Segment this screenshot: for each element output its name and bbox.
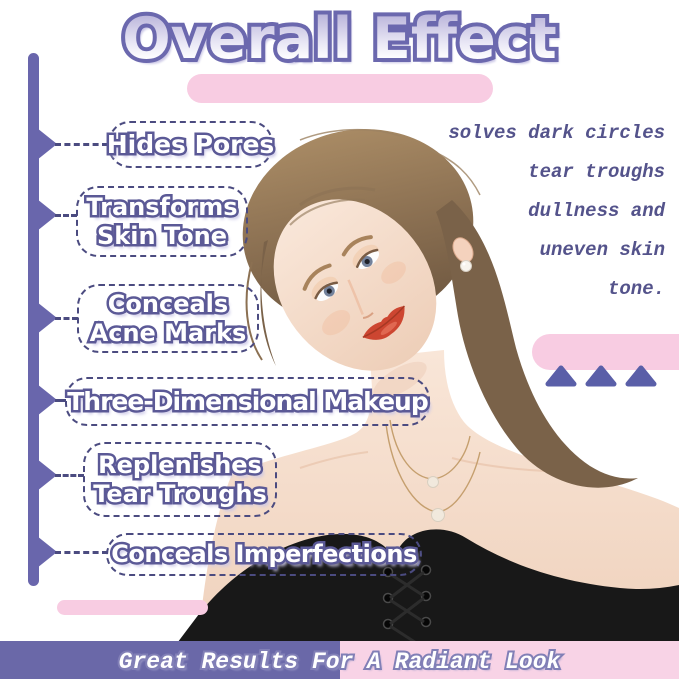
benefits-line: dullness and [528, 200, 665, 222]
footer-pink-panel [339, 641, 679, 679]
benefits-line: uneven skin [539, 239, 665, 261]
feature-label-replenishes-tear-troughs: Replenishes Replenishes Tear Troughs Tear … [83, 442, 277, 517]
eyebrow [341, 235, 373, 257]
benefits-line: tone. [607, 278, 665, 300]
benefits-line: solves dark circles [448, 122, 665, 144]
hair-flyaway [299, 128, 481, 196]
nose [347, 279, 364, 315]
hair-side [436, 200, 638, 488]
eyelid [314, 281, 339, 300]
connector-line [55, 474, 84, 477]
blush [322, 309, 351, 336]
eyelid [355, 248, 379, 269]
feature-label-conceals-acne-marks: Conceals Conceals Acne Marks Acne Marks [77, 284, 259, 353]
necklace-pearl [431, 508, 445, 522]
benefits-paragraph: solves dark circles tear troughs dullnes… [415, 114, 665, 309]
feature-label-conceals-imperfections: Conceals Imperfections Conceals Imperfect… [106, 533, 422, 576]
accent-pill [532, 334, 679, 370]
eyebrow [302, 263, 332, 291]
connector-line [55, 551, 108, 554]
triangle-up-icon [545, 365, 577, 387]
hairline-strand [299, 186, 376, 207]
hair-wisp [245, 261, 263, 361]
footer-banner [0, 641, 679, 679]
feature-label-hides-pores: Hides Pores Hides Pores [104, 121, 277, 168]
neck-shadow [373, 361, 427, 399]
connector-line [55, 143, 108, 146]
lip-gloss [380, 321, 397, 335]
lip-line [362, 305, 405, 338]
connector-line [55, 214, 77, 217]
benefits-line: tear troughs [528, 161, 665, 183]
feature-label-transforms-skin-tone: Transforms Transforms Skin Tone Skin Tone [76, 186, 248, 257]
corset-grommets [382, 564, 432, 656]
collarbone-left [299, 451, 369, 469]
connector-line [55, 399, 66, 402]
nostril [362, 312, 374, 320]
footer-purple-panel [0, 641, 340, 679]
title-underline-bar [187, 74, 493, 103]
hairline-strand [289, 198, 366, 226]
connector-line [55, 317, 78, 320]
face [273, 199, 437, 371]
footer-text: Great Results For A Radiant Look Great R… [117, 647, 563, 677]
triangle-up-icon [625, 365, 657, 387]
feature-rail [28, 53, 39, 586]
blush [381, 261, 406, 284]
accent-pill-small [57, 600, 208, 615]
accent-triangles [545, 365, 657, 387]
feature-label-three-dimensional-makeup: Three-Dimensional Makeup Three-Dimensiona… [65, 377, 431, 426]
earring-highlight [462, 262, 466, 266]
triangle-up-icon [585, 365, 617, 387]
necklace-pearl [427, 476, 439, 488]
page-title: Overall Effect Overall Effect [0, 2, 679, 76]
